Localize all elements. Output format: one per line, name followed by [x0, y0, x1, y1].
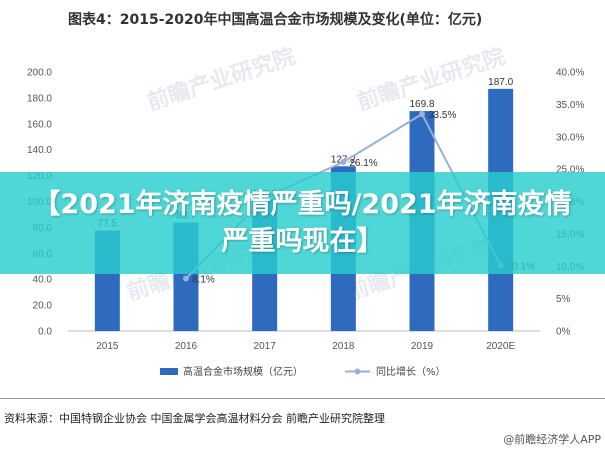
source-note: 资料来源：中国特钢企业协会 中国金属学会高温材料分会 前瞻产业研究院整理 [4, 412, 385, 425]
watermark-text: 前瞻产业研究院 [144, 43, 299, 115]
footer-divider [0, 398, 605, 399]
legend-swatch-bar [160, 368, 178, 375]
legend-label-bar: 高温合金市场规模（亿元） [183, 365, 303, 378]
x-axis-tick-label: 2020E [486, 341, 515, 352]
x-axis-tick-label: 2019 [411, 341, 434, 352]
growth-data-label: 33.5% [428, 110, 456, 121]
credit-text: @前瞻经济学人APP [503, 433, 601, 446]
bar-data-label: 169.8 [409, 99, 434, 110]
left-axis-tick-label: 40.0 [33, 275, 53, 286]
right-axis-tick-label: 35.0% [556, 100, 584, 111]
growth-data-label: 26.1% [349, 158, 377, 169]
right-axis-tick-label: 25.0% [556, 165, 584, 176]
left-axis-tick-label: 160.0 [27, 119, 52, 130]
growth-data-label: 8.1% [192, 275, 215, 286]
x-axis-tick-label: 2018 [332, 341, 355, 352]
right-axis-tick-label: 5% [556, 294, 571, 305]
left-axis-tick-label: 20.0 [33, 301, 53, 312]
overlay-banner: 【2021年济南疫情严重吗/2021年济南疫情严重吗现在】 [0, 172, 605, 274]
x-axis-tick-label: 2017 [254, 341, 277, 352]
right-axis-tick-label: 30.0% [556, 132, 584, 143]
left-axis-tick-label: 140.0 [27, 145, 52, 156]
right-axis-tick-label: 0% [556, 327, 571, 338]
growth-point [340, 159, 347, 166]
chart-title: 图表4：2015-2020年中国高温合金市场规模及变化(单位：亿元) [68, 12, 483, 28]
bar-data-label: 187.0 [488, 77, 513, 88]
right-axis-tick-label: 40.0% [556, 68, 584, 79]
banner-text: 【2021年济南疫情严重吗/2021年济南疫情严重吗现在】 [33, 189, 572, 257]
legend-swatch-marker [354, 368, 361, 375]
legend-label-line: 同比增长（%） [376, 365, 446, 378]
legend: 高温合金市场规模（亿元） 同比增长（%） [160, 365, 446, 378]
x-axis-tick-label: 2015 [96, 341, 119, 352]
growth-point [183, 275, 189, 282]
x-axis: 2015 2016 2017 2018 2019 2020E [96, 341, 515, 352]
left-axis-tick-label: 180.0 [27, 93, 52, 104]
x-axis-tick-label: 2016 [175, 341, 198, 352]
left-axis-tick-label: 0.0 [38, 327, 52, 338]
growth-point [419, 111, 425, 118]
left-axis-tick-label: 200.0 [27, 68, 52, 79]
